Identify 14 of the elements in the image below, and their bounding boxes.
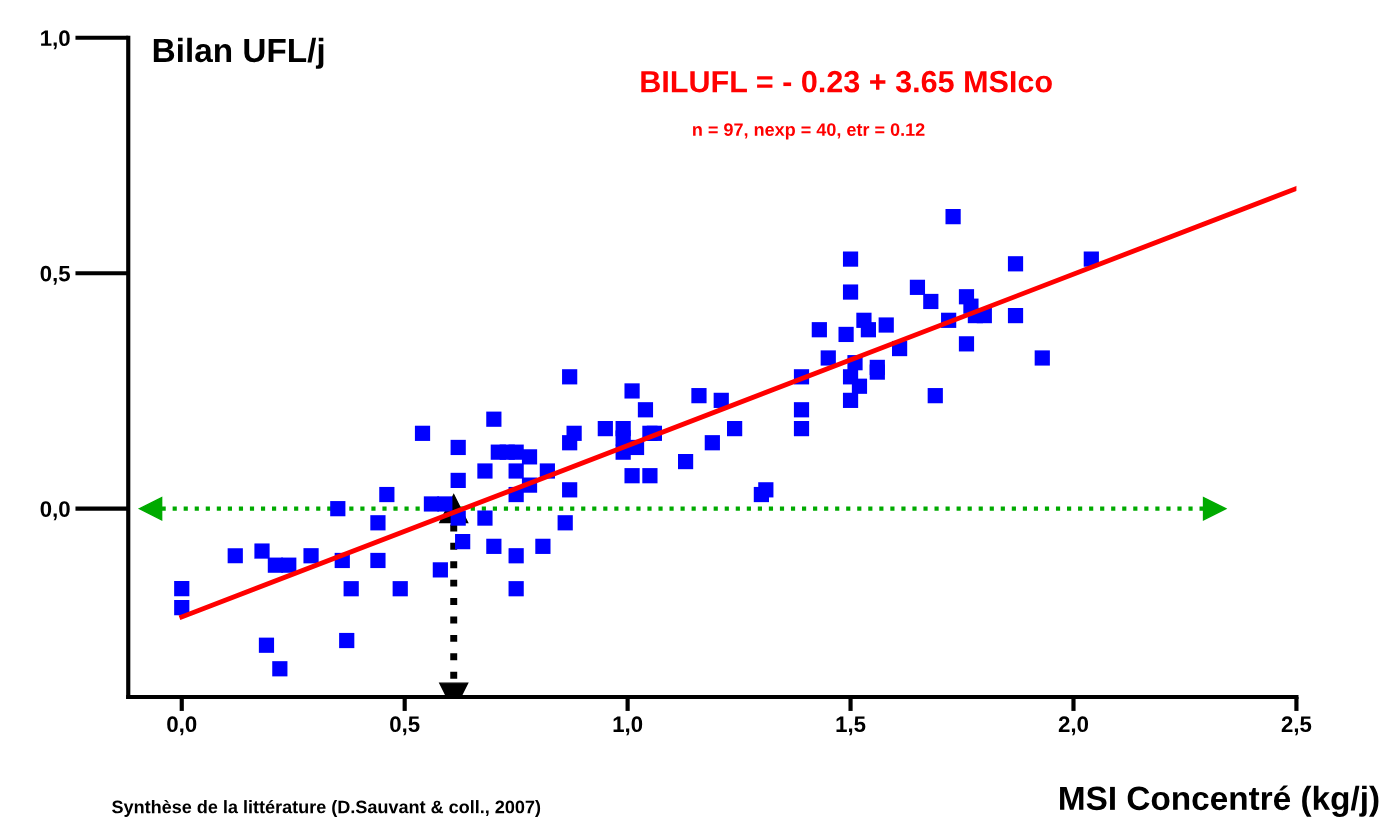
- x-tick-label: 0,0: [167, 716, 197, 736]
- x-tick-label: 2,5: [1281, 716, 1312, 736]
- x-tick-label: 1,5: [836, 716, 866, 736]
- text: Synthèse de la littérature (D.Sauvant & coll., 2007): [112, 799, 541, 817]
- x-axis-title: MSI Concentré (kg/j): [1060, 785, 1379, 817]
- y-tick-label: 1,0: [41, 30, 70, 50]
- annotation: n = 97, nexp = 40, etr = 0.12: [693, 123, 925, 140]
- x-tick-label: 2,0: [1058, 716, 1089, 736]
- annotation: BILUFL = - 0.23 + 3.65 MSIco: [641, 70, 1052, 93]
- x-tick-label: 1,0: [613, 716, 643, 736]
- y-axis-title: Bilan UFL/j: [153, 37, 324, 69]
- y-tick-label: 0,0: [40, 501, 70, 521]
- x-tick-label: 0,5: [390, 716, 420, 736]
- y-tick-label: 0,5: [40, 265, 70, 285]
